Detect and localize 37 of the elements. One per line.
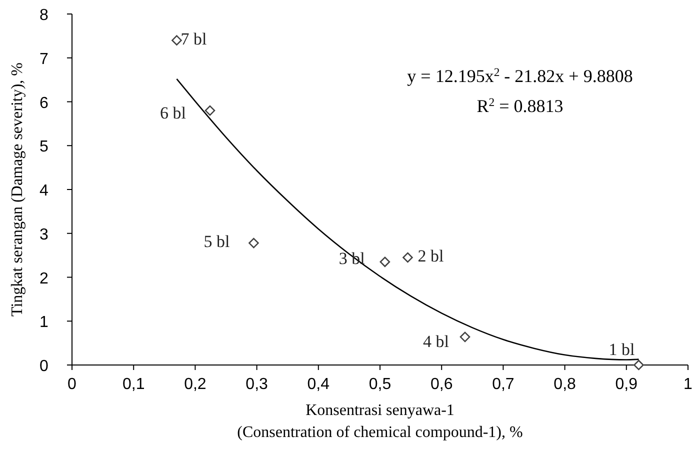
- annotation: y = 12.195x$^{2}$ - 21.82x + 9.8808: [407, 66, 633, 86]
- x-axis-title: Konsentrasi senyawa-1 (Consentration of chemical compound-1), %: [237, 402, 523, 441]
- y-tick-label: 7: [40, 50, 49, 68]
- y-axis-title: Tingkat serangan (Damage severity), %: [9, 62, 26, 316]
- annotation: 5 bl: [204, 232, 230, 252]
- annotation: 6 bl: [160, 104, 186, 123]
- point: [248, 238, 259, 248]
- x-tick-label: 0: [68, 376, 77, 393]
- y-tick-label: 4: [40, 182, 49, 200]
- annotation: 7 bl: [180, 29, 207, 48]
- point: [402, 252, 413, 263]
- x-tick-label: 0,8: [554, 376, 576, 393]
- point: [460, 332, 470, 342]
- x-tick-label: 1: [684, 376, 693, 393]
- x-tick-label: 0,5: [368, 376, 392, 393]
- annotation: 4 bl: [423, 332, 450, 351]
- y-tick-label: 0: [40, 358, 49, 375]
- x-tick-label: 0,3: [246, 376, 268, 393]
- x-tick-label: 0,7: [492, 376, 514, 393]
- y-tick-label: 6: [40, 94, 49, 112]
- x-tick-label: 0,9: [615, 376, 638, 393]
- y-tick-label: 2: [40, 270, 49, 288]
- annotation: R$^{2}$ = 0.8813: [476, 96, 564, 116]
- annotation: 2 bl: [418, 246, 444, 266]
- y-tick-label: 5: [40, 138, 49, 156]
- annotation: 1 bl: [608, 340, 635, 359]
- point: [204, 105, 216, 116]
- x-tick-label: 0,1: [122, 376, 145, 393]
- y-tick-label: 1: [40, 314, 49, 332]
- y-tick-label: 3: [40, 226, 49, 244]
- x-tick-label: 0,2: [184, 376, 206, 393]
- x-tick-label: 0,6: [430, 376, 453, 393]
- point: [172, 35, 182, 46]
- point: [634, 360, 644, 370]
- y-tick-label: 8: [40, 7, 49, 24]
- x-tick-label: 0,4: [307, 376, 330, 393]
- point: [380, 256, 390, 268]
